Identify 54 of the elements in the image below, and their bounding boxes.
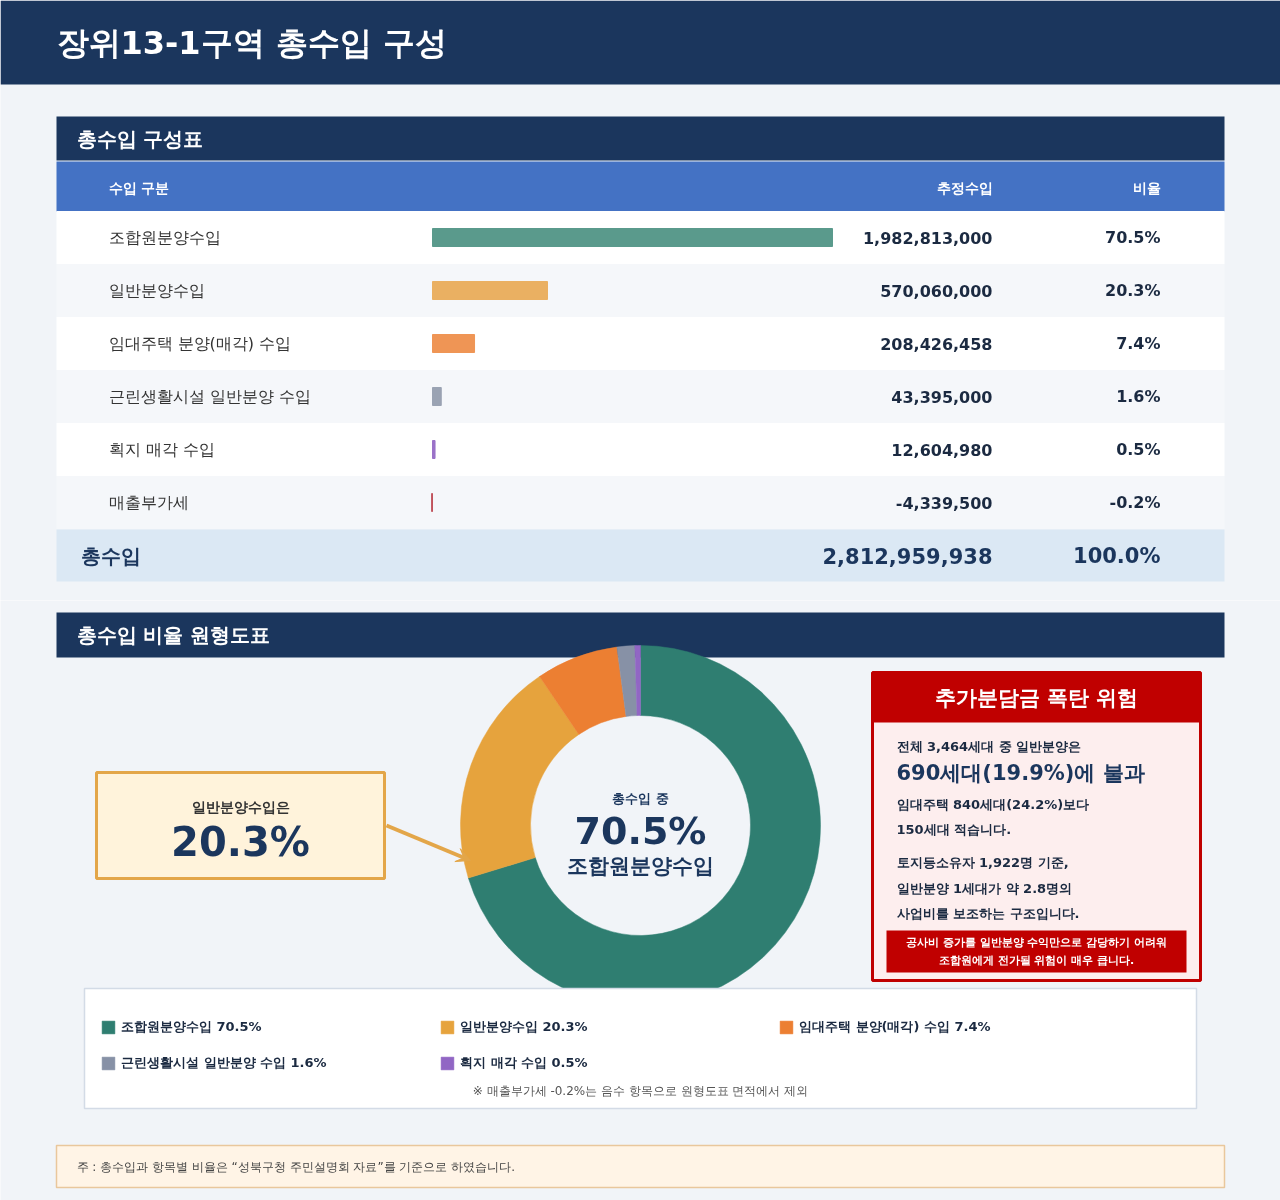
- legend-label: 획지 매각 수입 0.5%: [460, 1054, 589, 1072]
- text: 100.0%: [1073, 543, 1161, 568]
- bar: [432, 334, 476, 353]
- text: 일반분양 1세대가 약 2.8명의: [896, 881, 1073, 896]
- text: 추가분담금 폭탄 위험: [934, 685, 1139, 710]
- text: 조합원에게 전가될 위험이 매우 큽니다.: [938, 954, 1135, 967]
- text: 총수입 중: [612, 791, 669, 806]
- y-tick-label: 획지 매각 수입: [108, 440, 215, 459]
- text: 70.5%: [574, 808, 707, 853]
- y-tick-label: 일반분양수입: [108, 281, 205, 300]
- text: 2,812,959,938: [822, 544, 993, 569]
- text: 임대주택 840세대(24.2%)보다: [896, 797, 1090, 812]
- data-label: 1,982,813,000: [862, 228, 993, 248]
- text: 사업비를 보조하는 구조입니다.: [896, 906, 1080, 921]
- data-label: 43,395,000: [891, 387, 993, 407]
- data-label: 12,604,980: [891, 440, 993, 460]
- text: ※ 매출부가세 -0.2%는 음수 항목으로 원형도표 면적에서 제외: [472, 1083, 809, 1098]
- legend-label: 조합원분양수입 70.5%: [121, 1018, 263, 1036]
- legend-label: 임대주택 분양(매각) 수입 7.4%: [799, 1018, 992, 1036]
- text: 20.3%: [1104, 281, 1161, 300]
- text: 토지등소유자 1,922명 기준,: [896, 855, 1069, 870]
- legend-label: 근린생활시설 일반분양 수입 1.6%: [121, 1054, 328, 1072]
- text: 조합원분양수입: [567, 853, 714, 878]
- chart-title: 장위13-1구역 총수입 구성: [56, 23, 447, 62]
- text: 총수입 구성표: [76, 126, 204, 151]
- text: 일반분양수입은: [191, 798, 290, 815]
- data-label: 570,060,000: [880, 281, 993, 301]
- text: 20.3%: [171, 818, 310, 865]
- text: 전체 3,464세대 중 일반분양은: [896, 739, 1082, 754]
- data-label: 208,426,458: [880, 334, 993, 354]
- legend-label: 일반분양수입 20.3%: [460, 1018, 589, 1036]
- text: 비율: [1132, 179, 1161, 196]
- text: 7.4%: [1116, 334, 1161, 353]
- text: 690세대(19.9%)에 불과: [896, 760, 1145, 785]
- y-tick-label: 매출부가세: [108, 493, 189, 512]
- y-tick-label: 임대주택 분양(매각) 수입: [108, 334, 292, 353]
- text: 수입 구분: [108, 179, 170, 196]
- text: -0.2%: [1109, 493, 1161, 512]
- bar: [432, 228, 833, 247]
- text: 주 : 총수입과 항목별 비율은 “성북구청 주민설명회 자료”를 기준으로 하였습니다.: [76, 1159, 516, 1174]
- data-label: -4,339,500: [895, 493, 993, 513]
- text: 추정수입: [936, 179, 993, 196]
- y-tick-label: 조합원분양수입: [108, 228, 221, 247]
- y-tick-label: 근린생활시설 일반분양 수입: [108, 387, 311, 406]
- text: 공사비 증가를 일반분양 수익만으로 감당하기 어려워: [905, 936, 1168, 949]
- text: 총수입: [80, 543, 141, 568]
- text: 0.5%: [1116, 440, 1161, 459]
- bar: [432, 440, 436, 459]
- bar: [432, 387, 442, 406]
- text: 1.6%: [1116, 387, 1161, 406]
- text: 150세대 적습니다.: [896, 822, 1012, 837]
- chart-title: 총수입 비율 원형도표: [76, 622, 271, 647]
- bar: [432, 281, 548, 300]
- text: 70.5%: [1104, 228, 1161, 247]
